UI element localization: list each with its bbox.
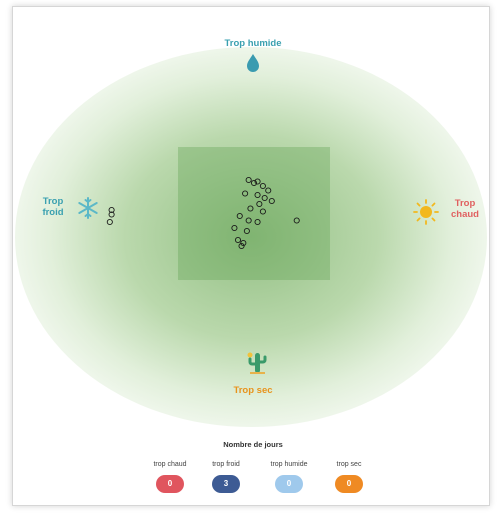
count-badge-dry: 0 (335, 475, 363, 493)
dry-label: Trop sec (233, 385, 273, 396)
observation-point (236, 212, 243, 220)
cold-label-line2: froid (42, 207, 64, 218)
observation-point (108, 206, 115, 214)
cold-label-line1: Trop (42, 196, 64, 207)
observation-point (265, 187, 272, 194)
observation-point (261, 194, 268, 202)
cactus-icon (247, 352, 267, 374)
count-badge-cold: 3 (212, 475, 240, 493)
ideal-zone (178, 147, 330, 280)
observation-point (106, 218, 113, 226)
observation-point (250, 179, 258, 187)
observation-point (240, 239, 247, 247)
observation-point (268, 197, 275, 205)
snowflake-icon (78, 197, 98, 219)
observation-point (242, 190, 249, 197)
sun-icon (413, 199, 439, 225)
legend-label-dry: trop sec (336, 461, 362, 468)
humid-label: Trop humide (224, 38, 282, 49)
legend-title: Nombre de jours (223, 440, 283, 449)
observation-point (234, 236, 242, 244)
observation-points (106, 176, 300, 250)
observation-point (108, 211, 115, 218)
observation-point (245, 176, 252, 184)
water-drop-icon (247, 54, 259, 72)
legend-label-humid: trop humide (270, 461, 308, 468)
observation-point (254, 191, 261, 199)
cold-label: Trop froid (33, 196, 73, 218)
hot-label-line1: Trop (454, 198, 476, 209)
count-badge-humid: 0 (275, 475, 303, 493)
observation-point (293, 217, 300, 224)
observation-point (238, 242, 245, 250)
observation-point (256, 200, 263, 208)
observation-point (254, 218, 261, 226)
observation-point (254, 178, 261, 185)
observation-point (245, 217, 252, 224)
legend-label-hot: trop chaud (153, 461, 187, 468)
hot-label: Trop chaud (445, 198, 485, 220)
observation-point (243, 227, 250, 235)
observation-point (259, 208, 266, 215)
count-badge-hot: 0 (156, 475, 184, 493)
legend-label-cold: trop froid (212, 461, 240, 468)
observation-point (259, 182, 266, 190)
observation-point (247, 205, 254, 212)
hot-label-line2: chaud (451, 209, 479, 220)
comfort-chart-panel: Trop humide Trop froid Trop chaud (12, 6, 490, 506)
observation-point (231, 224, 238, 232)
